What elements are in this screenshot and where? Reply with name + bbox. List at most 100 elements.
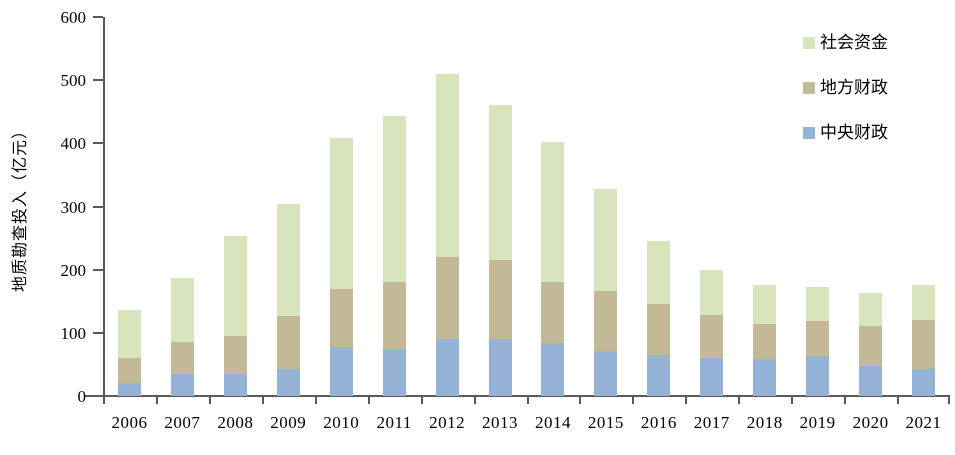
bar-segment-社会资金 <box>223 236 247 336</box>
legend-item: 地方财政 <box>803 79 888 96</box>
bar-segment-地方财政 <box>382 281 406 349</box>
bar-segment-社会资金 <box>753 284 777 324</box>
x-axis-category-label: 2010 <box>323 413 360 432</box>
bar-segment-社会资金 <box>117 310 141 359</box>
legend-label: 社会资金 <box>820 33 888 52</box>
y-axis-line <box>103 17 105 397</box>
bar-segment-地方财政 <box>594 290 618 351</box>
bar-segment-社会资金 <box>382 115 406 282</box>
x-axis-tick <box>844 397 847 404</box>
x-axis-category-label: 2017 <box>693 413 730 432</box>
bar-segment-中央财政 <box>435 338 459 396</box>
bar-segment-中央财政 <box>170 373 194 396</box>
bar-segment-地方财政 <box>435 257 459 339</box>
x-axis-tick <box>367 397 370 404</box>
x-axis-category-label: 2013 <box>482 413 519 432</box>
x-axis-tick <box>685 397 688 404</box>
x-axis-category-label: 2019 <box>799 413 836 432</box>
bar-segment-中央财政 <box>859 365 883 396</box>
bar-segment-地方财政 <box>223 335 247 374</box>
bar-segment-中央财政 <box>329 347 353 396</box>
bar-segment-地方财政 <box>276 315 300 369</box>
bar-segment-中央财政 <box>382 348 406 396</box>
bar-segment-中央财政 <box>117 383 141 396</box>
y-axis-tick <box>93 16 103 18</box>
bar-segment-社会资金 <box>912 285 936 321</box>
legend-label: 中央财政 <box>820 123 888 142</box>
x-axis-category-label: 2020 <box>852 413 889 432</box>
bar-segment-社会资金 <box>700 270 724 316</box>
x-axis-tick <box>948 397 950 404</box>
x-axis-category-label: 2016 <box>640 413 677 432</box>
y-axis-tick-label: 200 <box>60 260 87 280</box>
bar-segment-中央财政 <box>541 342 565 396</box>
x-axis-tick <box>526 397 529 404</box>
bar-segment-社会资金 <box>806 286 830 322</box>
y-axis-tick <box>93 331 103 334</box>
bar-segment-中央财政 <box>223 373 247 396</box>
chart-legend: 社会资金地方财政中央财政 <box>803 34 888 141</box>
bar-segment-中央财政 <box>700 358 724 396</box>
bar-segment-社会资金 <box>170 277 194 343</box>
bar-segment-社会资金 <box>594 189 618 291</box>
bar-segment-地方财政 <box>753 323 777 359</box>
bar-segment-中央财政 <box>647 354 671 396</box>
bar-segment-社会资金 <box>541 142 565 283</box>
y-axis-tick-label: 600 <box>60 8 87 27</box>
bar-segment-地方财政 <box>912 320 936 369</box>
x-axis-category-label: 2006 <box>111 413 148 432</box>
x-axis-tick <box>208 397 211 404</box>
bar-segment-社会资金 <box>488 105 512 261</box>
bar-segment-地方财政 <box>117 358 141 384</box>
bar-segment-地方财政 <box>170 342 194 374</box>
bar-segment-地方财政 <box>859 325 883 366</box>
bar-segment-社会资金 <box>859 293 883 326</box>
x-axis-tick <box>738 397 741 404</box>
bar-segment-地方财政 <box>647 303 671 355</box>
bar-segment-社会资金 <box>647 240 671 304</box>
x-axis-category-label: 2009 <box>270 413 307 432</box>
x-axis-tick <box>579 397 582 404</box>
x-axis-tick <box>155 397 158 404</box>
y-axis-tick <box>93 205 103 208</box>
bar-segment-地方财政 <box>541 282 565 343</box>
x-axis-category-label: 2012 <box>429 413 466 432</box>
bar-segment-中央财政 <box>488 338 512 396</box>
bar-segment-中央财政 <box>753 358 777 396</box>
y-axis-title: 地质勘查投入（亿元） <box>12 122 29 293</box>
y-axis-tick <box>93 268 103 271</box>
x-axis-category-label: 2018 <box>746 413 783 432</box>
legend-label: 地方财政 <box>820 78 888 97</box>
x-axis-tick <box>791 397 794 404</box>
x-axis-category-label: 2011 <box>376 413 412 432</box>
legend-item: 中央财政 <box>803 124 888 141</box>
x-axis-category-label: 2008 <box>217 413 254 432</box>
y-axis-tick-label: 100 <box>60 323 87 343</box>
x-axis-line <box>85 395 950 397</box>
bar-segment-社会资金 <box>276 203 300 316</box>
x-axis-category-label: 2007 <box>164 413 201 432</box>
x-axis-tick <box>632 397 635 404</box>
x-axis-category-label: 2015 <box>587 413 624 432</box>
x-axis-category-label: 2014 <box>534 413 571 432</box>
bar-segment-地方财政 <box>488 260 512 339</box>
x-axis-tick <box>897 397 900 404</box>
bar-segment-中央财政 <box>912 368 936 396</box>
bar-segment-中央财政 <box>276 368 300 396</box>
x-axis-tick <box>103 397 105 404</box>
bar-segment-社会资金 <box>329 138 353 289</box>
y-axis-tick <box>93 142 103 145</box>
y-axis-tick <box>93 79 103 82</box>
bar-segment-中央财政 <box>806 355 830 396</box>
y-axis-tick-label: 300 <box>60 197 87 217</box>
y-axis-tick <box>93 395 103 397</box>
legend-swatch <box>803 126 815 139</box>
y-axis-tick-label: 400 <box>60 134 87 154</box>
legend-swatch <box>803 81 815 94</box>
y-axis-tick-label: 0 <box>77 387 87 406</box>
bar-segment-地方财政 <box>700 315 724 359</box>
bar-segment-中央财政 <box>594 350 618 396</box>
x-axis-tick <box>473 397 476 404</box>
legend-item: 社会资金 <box>803 34 888 51</box>
